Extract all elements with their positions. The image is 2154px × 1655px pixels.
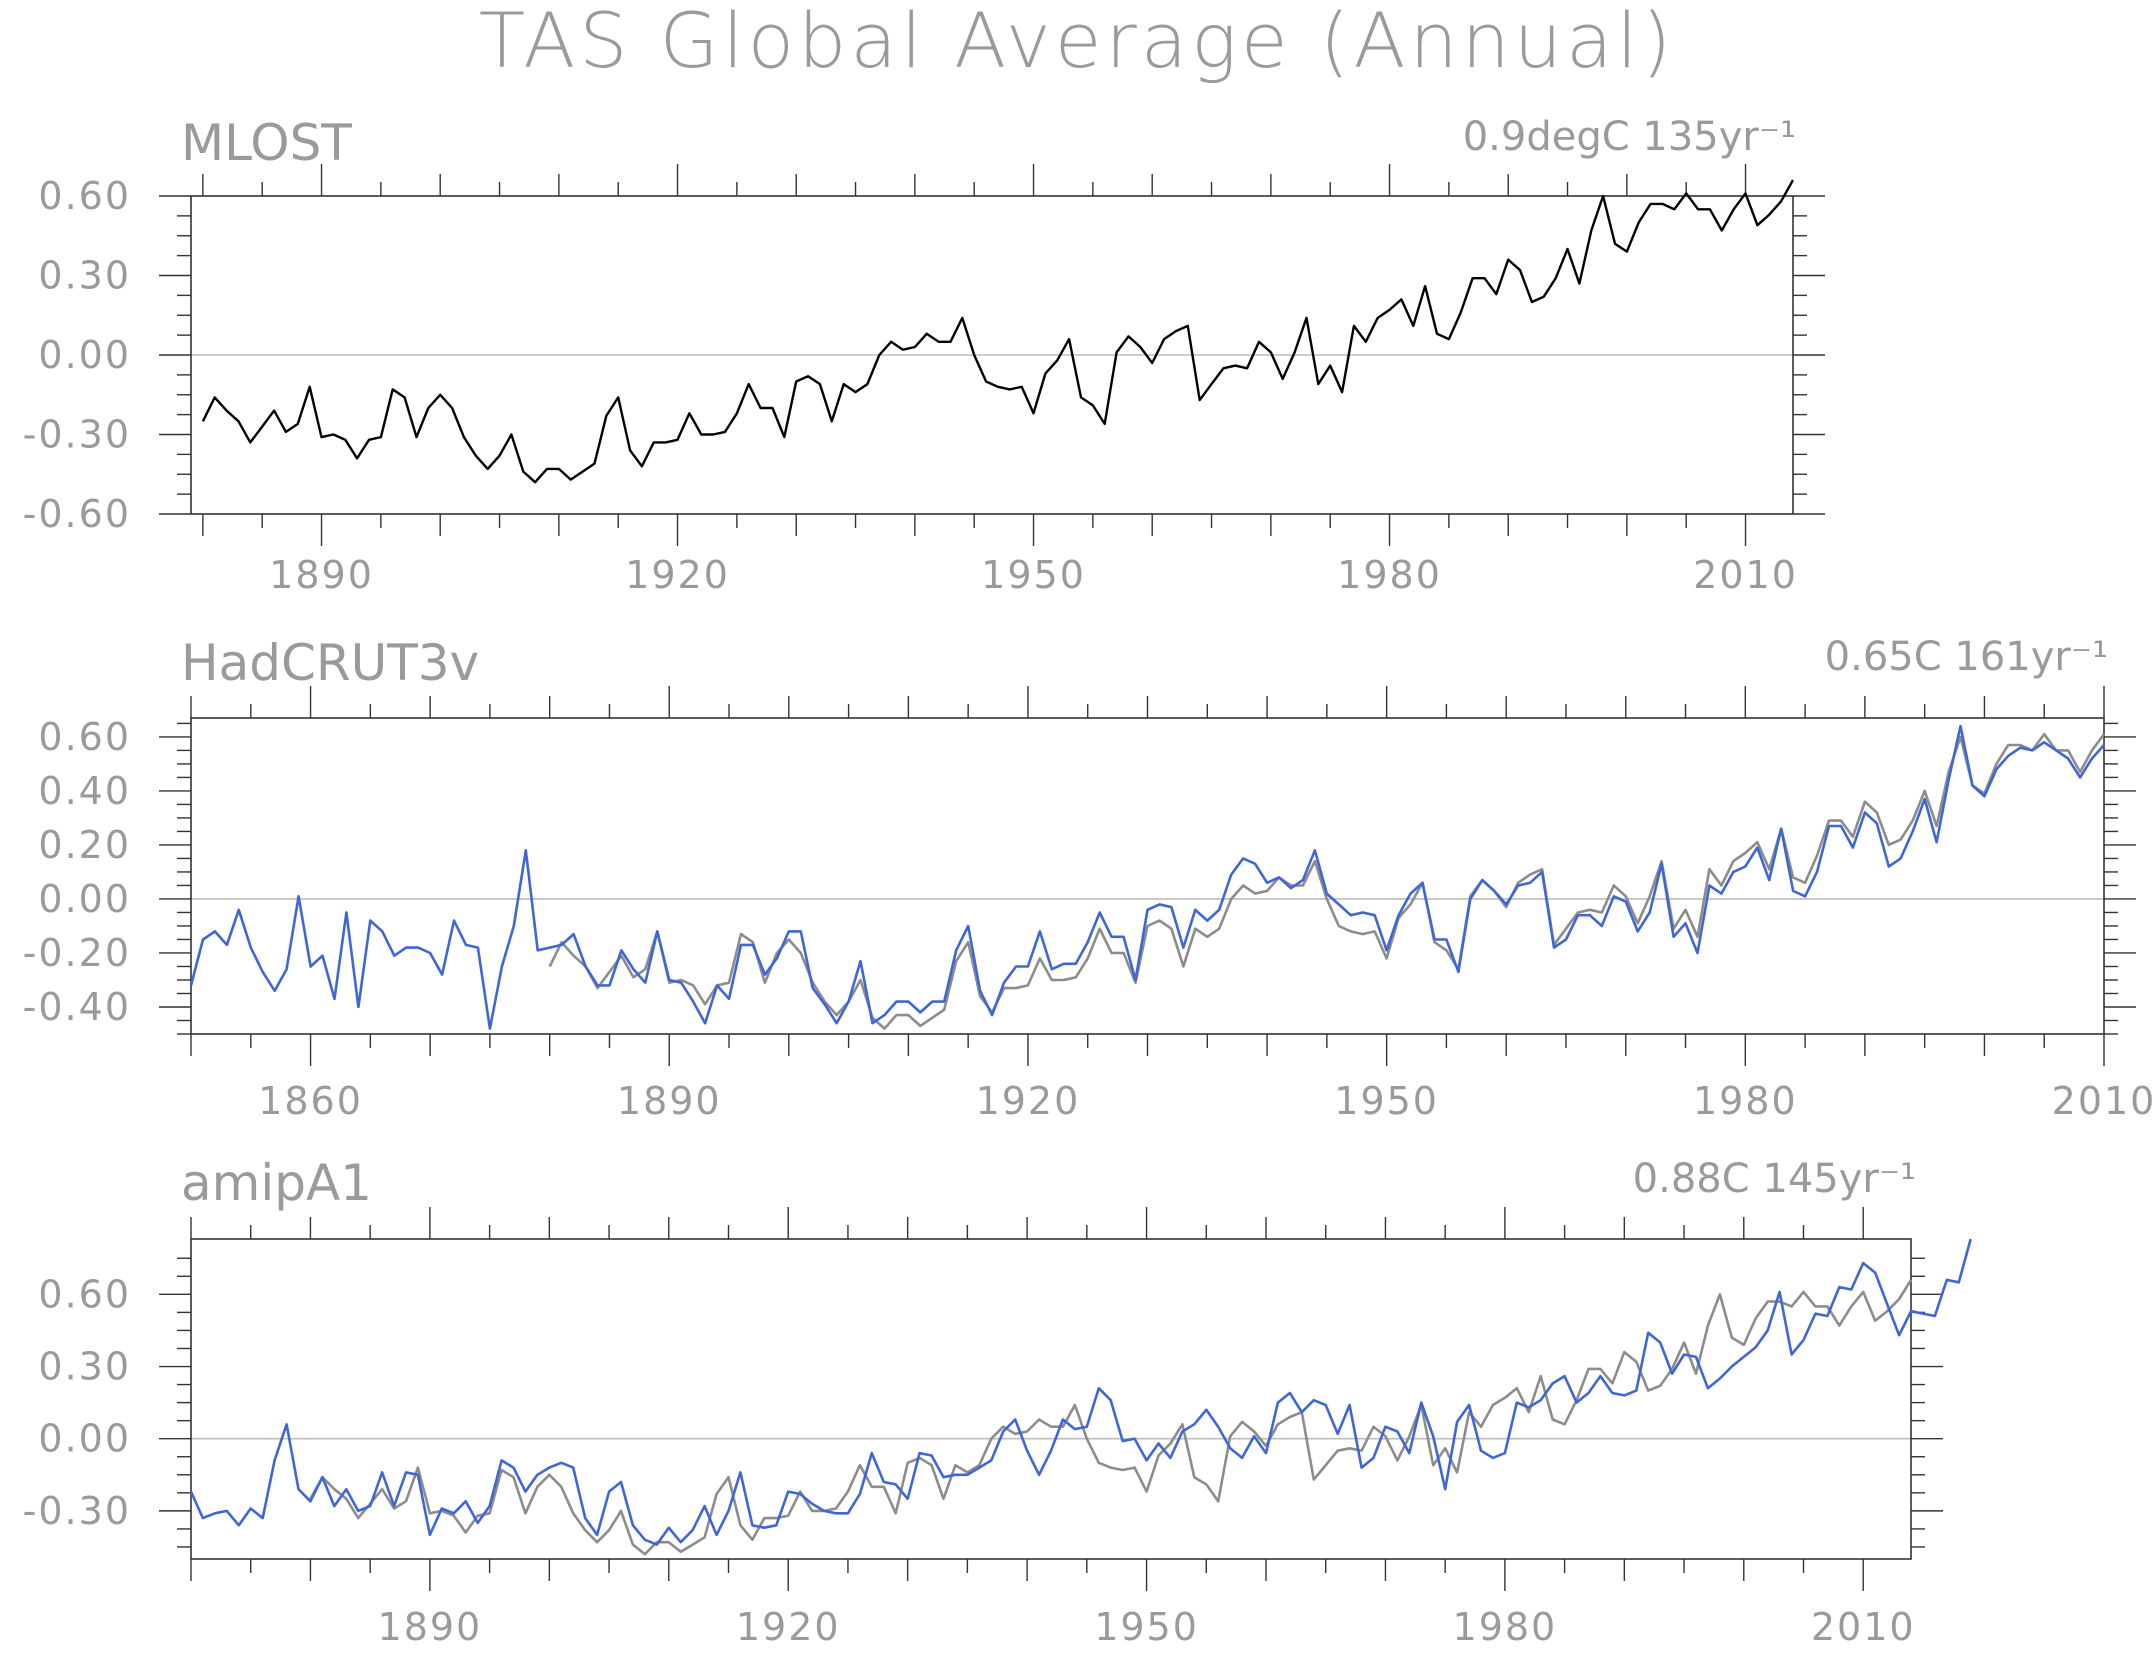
series-line-grey <box>309 1279 1913 1556</box>
series-line-blue <box>189 1238 1972 1546</box>
y-tick-label: -0.20 <box>23 931 131 975</box>
y-tick-label: -0.30 <box>23 413 131 457</box>
panel-title: amipA1 <box>181 1154 372 1212</box>
plot-frame <box>190 717 2105 1035</box>
series-line-blue <box>189 724 2105 1030</box>
series-line-black <box>201 179 1795 484</box>
plot-frame <box>190 1238 1912 1560</box>
x-tick-label: 1860 <box>258 1079 363 1123</box>
chart-panel: MLOST 0.9degC 135yr⁻¹ 1890 1920 1950 1980 2010… <box>23 114 1825 597</box>
y-tick-label: 0.60 <box>38 174 131 218</box>
y-tick-label: -0.60 <box>23 492 131 536</box>
x-tick-label: 1950 <box>981 553 1086 597</box>
x-tick-label: 2010 <box>2052 1079 2154 1123</box>
x-tick-label: 1920 <box>976 1079 1081 1123</box>
x-tick-label: 1920 <box>736 1605 841 1649</box>
x-tick-label: 2010 <box>1811 1605 1916 1649</box>
y-tick-label: 0.40 <box>38 769 131 813</box>
series-line-grey <box>548 732 2106 1030</box>
y-tick-label: 0.60 <box>38 715 131 759</box>
y-tick-label: -0.40 <box>23 985 131 1029</box>
x-tick-label: 1980 <box>1337 553 1442 597</box>
x-tick-label: 1890 <box>378 1605 483 1649</box>
x-tick-label: 1890 <box>617 1079 722 1123</box>
x-tick-label: 1950 <box>1334 1079 1439 1123</box>
x-tick-label: 1890 <box>269 553 374 597</box>
y-tick-label: 0.20 <box>38 823 131 867</box>
trend-annotation: 0.65C 161yr⁻¹ <box>1825 634 2108 680</box>
x-tick-label: 1950 <box>1094 1605 1199 1649</box>
y-tick-label: 0.00 <box>38 1417 131 1461</box>
chart-panel: HadCRUT3v 0.65C 161yr⁻¹ 1860 1890 1920 1950 19… <box>23 634 2154 1123</box>
y-tick-label: 0.30 <box>38 254 131 298</box>
chart-panel: amipA1 0.88C 145yr⁻¹ 1890 1920 1950 1980 2010 -… <box>23 1154 1972 1649</box>
x-tick-label: 2010 <box>1693 553 1798 597</box>
y-tick-label: 0.30 <box>38 1345 131 1389</box>
panels: MLOST 0.9degC 135yr⁻¹ 1890 1920 1950 1980 2010… <box>23 114 2154 1649</box>
x-tick-label: 1920 <box>625 553 730 597</box>
y-tick-label: 0.00 <box>38 333 131 377</box>
trend-annotation: 0.9degC 135yr⁻¹ <box>1463 114 1796 160</box>
panel-title: HadCRUT3v <box>181 634 479 692</box>
y-tick-label: 0.00 <box>38 877 131 921</box>
x-tick-label: 1980 <box>1693 1079 1798 1123</box>
x-tick-label: 1980 <box>1453 1605 1558 1649</box>
panel-title: MLOST <box>181 114 352 172</box>
y-tick-label: 0.60 <box>38 1272 131 1316</box>
y-tick-label: -0.30 <box>23 1489 131 1533</box>
figure-title: TAS Global Average (Annual) <box>479 0 1676 85</box>
trend-annotation: 0.88C 145yr⁻¹ <box>1633 1156 1916 1202</box>
